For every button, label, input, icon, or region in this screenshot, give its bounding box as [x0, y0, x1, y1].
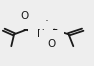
Text: N: N [37, 29, 44, 39]
Text: O: O [20, 11, 29, 21]
Text: O: O [48, 39, 56, 49]
